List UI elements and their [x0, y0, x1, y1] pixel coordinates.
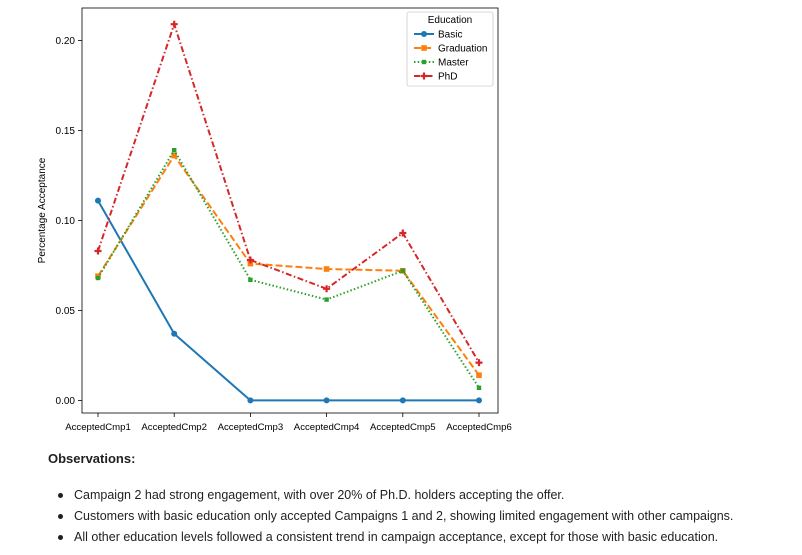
series-line-basic — [97, 200, 479, 402]
y-tick-label: 0.10 — [56, 216, 76, 227]
observations-title: Observations: — [48, 451, 136, 466]
series-line-phd — [97, 23, 480, 364]
legend-marker-basic — [421, 31, 427, 37]
bullet-icon — [58, 535, 63, 540]
data-point-phd — [399, 229, 407, 237]
data-point-master — [172, 148, 177, 153]
legend-label-phd: PhD — [438, 72, 457, 83]
observation-text: All other education levels followed a co… — [74, 530, 719, 544]
data-point-basic — [95, 197, 101, 204]
observation-item: Customers with basic education only acce… — [50, 506, 733, 527]
data-point-master — [95, 275, 101, 281]
series-line-graduation — [97, 154, 480, 376]
data-point-master — [248, 277, 253, 282]
y-tick-label: 0.20 — [56, 36, 76, 47]
legend-label-basic: Basic — [438, 30, 462, 41]
y-tick-label: 0.00 — [56, 396, 76, 407]
data-point-phd — [323, 285, 331, 293]
legend-label-master: Master — [438, 58, 469, 69]
legend-title: Education — [428, 15, 472, 26]
x-tick-label: AcceptedCmp1 — [65, 422, 131, 433]
legend-marker-graduation — [421, 45, 427, 51]
observations-list: Campaign 2 had strong engagement, with o… — [50, 485, 733, 548]
x-tick-label: AcceptedCmp6 — [446, 422, 512, 433]
observation-text: Customers with basic education only acce… — [74, 509, 734, 523]
data-point-phd — [475, 359, 483, 367]
y-tick-label: 0.15 — [56, 126, 76, 137]
observation-item: Campaign 2 had strong engagement, with o… — [50, 485, 733, 506]
observation-item: All other education levels followed a co… — [50, 527, 733, 548]
x-tick-label: AcceptedCmp5 — [370, 422, 436, 433]
x-tick-label: AcceptedCmp4 — [294, 422, 360, 433]
observation-text: Campaign 2 had strong engagement, with o… — [74, 488, 565, 502]
chart-container: 0.00 0.05 0.10 0.15 0.20 AcceptedCmp1 Accepted… — [37, 7, 512, 433]
x-tick-label: AcceptedCmp2 — [141, 422, 207, 433]
plot-frame — [81, 7, 499, 414]
data-point-basic — [399, 397, 406, 404]
data-point-basic — [476, 397, 482, 404]
data-point-phd — [246, 256, 254, 264]
data-point-master — [476, 385, 482, 390]
data-point-graduation — [171, 152, 177, 159]
data-point-graduation — [323, 266, 330, 272]
data-point-phd — [170, 20, 178, 28]
line-chart: 0.00 0.05 0.10 0.15 0.20 AcceptedCmp1 Accepted… — [37, 7, 512, 433]
legend-label-graduation: Graduation — [438, 44, 487, 55]
bullet-icon — [58, 514, 63, 519]
legend-box — [406, 11, 494, 87]
data-point-basic — [247, 397, 254, 404]
y-tick-label: 0.05 — [56, 306, 76, 317]
data-point-basic — [171, 330, 178, 337]
data-point-graduation — [476, 372, 482, 378]
y-axis-label: Percentage Acceptance — [37, 157, 48, 263]
data-point-basic — [323, 397, 330, 404]
data-point-master — [324, 297, 329, 302]
x-tick-label: AcceptedCmp3 — [218, 422, 284, 433]
bullet-icon — [58, 493, 63, 498]
legend-marker-phd — [420, 72, 428, 80]
data-point-graduation — [247, 260, 254, 267]
legend-marker-master — [421, 59, 427, 65]
data-point-phd — [94, 247, 102, 255]
data-point-master — [400, 268, 405, 273]
